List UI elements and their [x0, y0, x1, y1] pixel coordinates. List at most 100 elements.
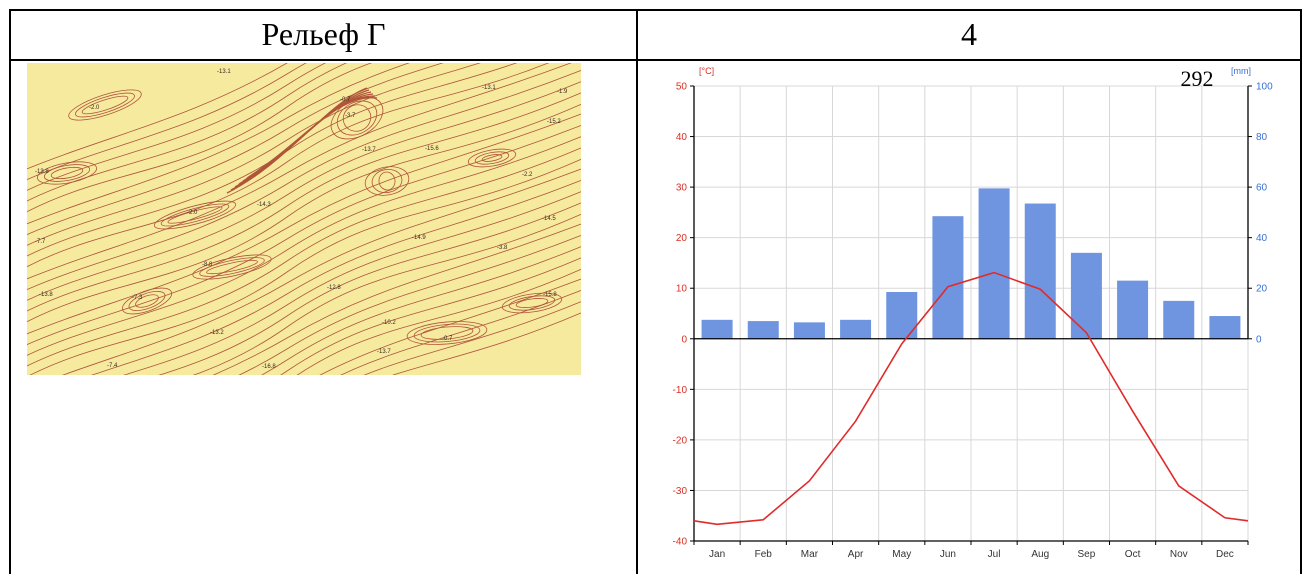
contour-ring: [342, 104, 372, 132]
contour-line: [62, 168, 581, 375]
month-label: Feb: [755, 549, 773, 560]
contour-line: [319, 278, 581, 375]
annual-precipitation-label: 292: [1181, 66, 1214, 91]
temperature-line: [693, 271, 1249, 526]
spot-height-label: -13.7: [377, 349, 391, 355]
spot-height-label: -2.0: [187, 210, 198, 216]
topographic-map: -13.1 -13.1 -1.9 -2.0 -0.7 -3.7 -15.2 -13.7 -15.…: [27, 63, 581, 375]
contour-line: [27, 63, 444, 236]
contour-line: [27, 63, 572, 280]
month-label: Dec: [1216, 549, 1234, 560]
contour-ring: [128, 291, 166, 311]
y-right-tick-label: 100: [1256, 82, 1273, 93]
precipitation-bar: [1163, 300, 1195, 339]
table-header-divider: [9, 59, 1301, 61]
contour-ring: [192, 254, 272, 280]
contour-line: [27, 113, 581, 335]
spot-height-label: -8.8: [202, 262, 213, 268]
contour-line: [192, 213, 581, 375]
spot-height-label: -13.8: [39, 292, 53, 298]
precipitation-bar: [978, 188, 1010, 339]
spot-height-label: -3.8: [497, 245, 508, 251]
table-border-left: [9, 9, 11, 574]
contour-line: [158, 202, 581, 375]
spot-height-label: -13.8: [35, 169, 49, 175]
spot-height-label: -0.7: [340, 97, 351, 103]
precipitation-bar: [701, 319, 733, 339]
contour-line: [392, 312, 581, 375]
contour-ring: [406, 321, 488, 345]
spot-height-label: -2.0: [89, 105, 100, 111]
contour-line: [27, 147, 581, 367]
spot-height-label: -14.9: [412, 235, 426, 241]
precipitation-bar: [747, 321, 779, 339]
month-label: Nov: [1170, 549, 1188, 560]
contour-line: [363, 301, 581, 375]
spot-height-label: -13.1: [217, 69, 231, 75]
contour-ring: [206, 259, 258, 275]
contour-ring: [68, 89, 142, 121]
climate-number-header: 4: [961, 16, 977, 52]
precipitation-bar: [1070, 252, 1102, 339]
precipitation-bar: [932, 216, 964, 339]
precipitation-bar: [1209, 316, 1241, 339]
contour-line: [296, 268, 581, 375]
y-left-tick-label: -30: [673, 486, 688, 497]
temperature-unit-label: [°C]: [699, 66, 714, 76]
contour-line: [212, 223, 581, 375]
contour-ring: [474, 151, 510, 165]
month-label: Mar: [801, 549, 819, 560]
month-label: Apr: [848, 549, 864, 560]
contour-line: [340, 289, 581, 375]
contour-ring: [515, 298, 549, 308]
y-left-tick-label: 50: [676, 82, 688, 93]
month-label: Jul: [988, 549, 1001, 560]
y-left-tick-label: 10: [676, 284, 688, 295]
contour-line: [238, 234, 581, 375]
y-right-tick-label: 60: [1256, 183, 1268, 194]
contour-line: [27, 63, 373, 213]
spot-height-label: -14.3: [257, 202, 271, 208]
y-right-tick-label: 80: [1256, 132, 1268, 143]
spot-height-label: -16.8: [262, 364, 276, 370]
month-label: Aug: [1031, 549, 1049, 560]
contour-line: [260, 246, 581, 375]
y-left-tick-label: 30: [676, 183, 688, 194]
contour-line: [29, 158, 581, 375]
contour-ring: [420, 326, 474, 340]
climate-chart: 50403020100-10-20-30-40100806040200[°C][…: [673, 66, 1274, 560]
contour-line: [27, 63, 307, 181]
contour-ring: [378, 171, 396, 191]
contour-ring: [364, 166, 410, 196]
spot-height-label: -14.5: [542, 216, 556, 222]
y-left-tick-label: 0: [681, 334, 687, 345]
month-label: Jan: [709, 549, 725, 560]
contour-ring: [481, 154, 503, 162]
spot-height-label: -13.2: [210, 330, 224, 336]
contour-ring: [371, 168, 403, 194]
contour-line: [27, 69, 581, 291]
contour-ring: [81, 95, 129, 115]
contour-ring: [413, 323, 481, 343]
spot-height-label: -13.7: [362, 147, 376, 153]
contour-line: [27, 92, 581, 312]
contour-line: [27, 63, 327, 191]
contour-ring: [153, 200, 237, 230]
contour-line: [27, 63, 550, 268]
contour-ring: [508, 295, 556, 311]
spot-height-label: -13.1: [482, 85, 496, 91]
month-label: Oct: [1125, 549, 1141, 560]
contour-ring: [160, 203, 230, 227]
contour-ring: [501, 292, 563, 314]
ridge-contour: [246, 97, 378, 179]
spot-height-label: -10.2: [382, 320, 396, 326]
contour-ring: [336, 100, 378, 136]
contour-line: [280, 257, 581, 375]
precipitation-bar: [840, 319, 872, 339]
table-column-divider: [636, 9, 638, 574]
contour-line: [27, 124, 581, 346]
spot-height-label: -7.3: [132, 295, 143, 301]
contour-line: [27, 63, 347, 202]
y-left-tick-label: -20: [673, 435, 688, 446]
